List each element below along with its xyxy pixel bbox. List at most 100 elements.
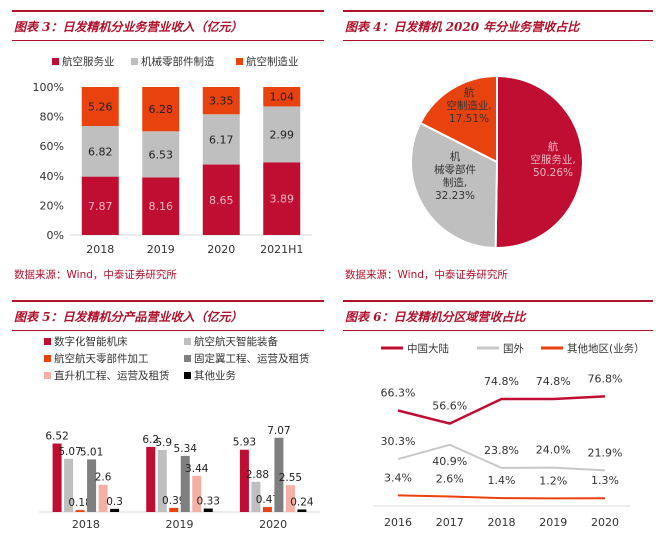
bar — [157, 450, 167, 512]
bar — [251, 481, 261, 512]
panel-product-revenue: 图表 5：日发精机分产品营业收入（亿元） 数字化智能机床 航空航天智能装备航空航天… — [12, 300, 324, 533]
data-label: 2.55 — [279, 472, 302, 484]
bar — [203, 508, 213, 512]
legend-label: 数字化智能机床 — [54, 335, 128, 348]
line-chart: 中国大陆 国外 其他地区(业务） 2016 2017 2018 2019 2020 66.3% 5… — [373, 342, 645, 529]
bar-segment — [202, 87, 240, 115]
panel-title-bar: 图表 5：日发精机分产品营业收入（亿元） — [12, 300, 324, 331]
data-label: 5.07 — [58, 446, 81, 458]
series-line — [397, 494, 606, 500]
bar — [146, 446, 156, 512]
bar — [75, 510, 85, 512]
panel-business-share: 图表 4：日发精机 2020 年分业务营收占比 航空服务业, 50.26% 机械零部… — [343, 10, 653, 270]
data-label: 74.8% — [536, 375, 571, 388]
bar — [239, 449, 249, 512]
slice-label-line: 空服务业, — [530, 153, 575, 166]
pie-slice — [419, 74, 498, 164]
slice-label-line: 17.51% — [449, 113, 489, 125]
legend-label: 其他地区(业务） — [567, 342, 645, 355]
data-label: 76.8% — [588, 372, 623, 385]
bar — [297, 509, 307, 512]
data-label: 5.26 — [88, 101, 113, 114]
data-source: 数据来源：Wind，中泰证券研究所 — [345, 269, 508, 281]
data-label: 5.01 — [80, 446, 103, 458]
y-tick-label: 20% — [40, 199, 64, 212]
legend-label: 国外 — [503, 343, 524, 355]
legend-label: 航空航天智能装备 — [194, 335, 278, 348]
data-label: 2.88 — [246, 469, 269, 481]
data-label: 6.17 — [209, 133, 234, 146]
x-tick-label: 2021H1 — [260, 243, 303, 256]
x-tick-label: 2016 — [384, 516, 412, 529]
x-tick-label: 2018 — [86, 243, 114, 256]
data-label: 0.47 — [256, 494, 279, 506]
y-tick-label: 0% — [47, 229, 64, 242]
bar — [180, 455, 190, 512]
series-line — [397, 395, 606, 425]
panel-title: 图表 4：日发精机 2020 年分业务营收占比 — [345, 20, 580, 34]
legend-label: 中国大陆 — [407, 342, 449, 355]
bar — [262, 507, 272, 512]
data-label: 66.3% — [381, 386, 416, 399]
data-label: 5.93 — [233, 437, 256, 449]
panel-title-bar: 图表 6：日发精机分区域营收占比 — [343, 300, 653, 331]
bar-segment — [81, 126, 119, 177]
data-label: 1.3% — [591, 474, 619, 487]
bar-segment — [202, 114, 240, 165]
panel-title: 图表 3：日发精机分业务营业收入（亿元） — [14, 20, 243, 34]
legend-swatch — [184, 355, 191, 362]
data-label: 74.8% — [484, 375, 519, 388]
legend-label: 航空航天零部件加工 — [54, 352, 149, 365]
data-label: 0.3 — [106, 496, 123, 508]
bar-segment — [142, 131, 180, 178]
pie-slice — [494, 74, 584, 249]
data-label: 1.2% — [539, 474, 567, 487]
slice-label-line: 航 — [548, 140, 559, 153]
legend-label: 直升机工程、运营及租赁 — [54, 369, 170, 382]
pie-slice — [410, 121, 499, 250]
data-label: 2.6 — [95, 472, 112, 484]
bar-segment — [142, 87, 180, 132]
bar — [87, 459, 97, 512]
bar-segment — [263, 106, 301, 163]
y-tick-label: 100% — [33, 81, 64, 94]
panel-title-bar: 图表 4：日发精机 2020 年分业务营收占比 — [343, 10, 653, 41]
bar-segment — [202, 164, 240, 235]
slice-label-line: 50.26% — [533, 167, 573, 179]
legend-swatch — [236, 58, 243, 65]
data-label: 6.52 — [45, 431, 68, 443]
data-label: 23.8% — [484, 444, 519, 457]
panel-region-share: 图表 6：日发精机分区域营收占比 中国大陆 国外 其他地区(业务） 2016 2017 2… — [343, 300, 653, 533]
slice-label-line: 32.23% — [435, 190, 475, 202]
legend-swatch — [184, 338, 191, 345]
bar — [192, 475, 202, 512]
data-label: 6.28 — [149, 103, 174, 116]
x-tick-label: 2019 — [147, 243, 175, 256]
data-label: 8.65 — [209, 194, 234, 207]
legend-label: 其他业务 — [194, 369, 236, 382]
x-tick-label: 2018 — [488, 516, 516, 529]
x-tick-label: 2019 — [539, 516, 567, 529]
bar — [169, 507, 179, 512]
data-label: 6.82 — [88, 145, 113, 158]
bar-segment — [142, 177, 180, 235]
slice-label-line: 机 — [450, 150, 461, 163]
bar-segment — [263, 162, 301, 235]
data-label: 5.9 — [155, 437, 172, 449]
y-tick-label: 40% — [40, 170, 64, 183]
data-label: 0.33 — [197, 496, 220, 508]
series-line — [397, 443, 606, 472]
bar — [64, 458, 74, 512]
legend-swatch — [184, 372, 191, 379]
bar — [110, 508, 120, 512]
y-tick-label: 60% — [40, 140, 64, 153]
slice-label-line: 空制造业, — [446, 99, 491, 112]
data-label: 1.04 — [270, 91, 295, 104]
bar-segment — [81, 176, 119, 235]
x-tick-label: 2020 — [591, 516, 619, 529]
legend-swatch — [44, 338, 51, 345]
bar — [285, 485, 295, 512]
panel-title: 图表 5：日发精机分产品营业收入（亿元） — [14, 310, 243, 324]
slice-label-line: 制造, — [443, 176, 467, 189]
